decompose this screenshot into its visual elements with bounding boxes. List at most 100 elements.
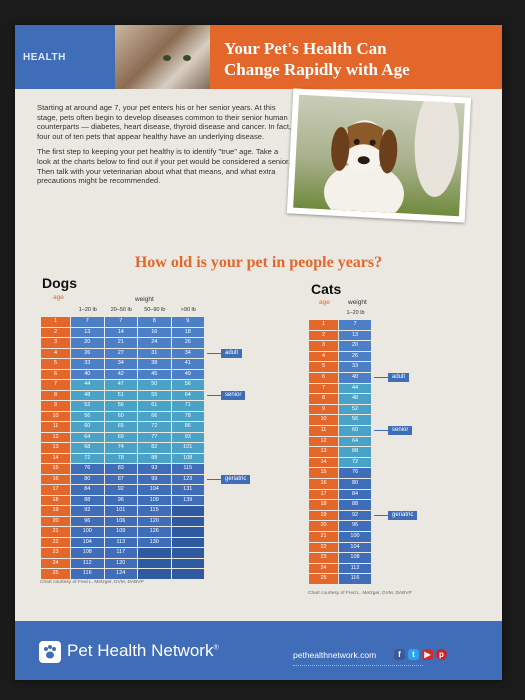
dogs-value-cell: 66	[138, 411, 171, 421]
dogs-value-cell: 88	[138, 453, 171, 463]
dogs-age-cell: 2	[41, 327, 70, 337]
cats-age-cell: 9	[309, 404, 338, 415]
youtube-icon[interactable]: ▶	[422, 649, 433, 660]
dogs-age-cell: 19	[41, 506, 70, 516]
cats-value-cell: 88	[339, 500, 371, 510]
dogs-age-cell: 25	[41, 569, 70, 579]
dogs-value-cell: 101	[171, 443, 204, 453]
dogs-value-cell: 76	[71, 464, 104, 474]
header-title-block: Your Pet's Health Can Change Rapidly with…	[210, 25, 502, 89]
cats-age-cell: 24	[309, 563, 338, 574]
dogs-value-cell: 60	[71, 422, 104, 432]
cats-value-cell: 96	[339, 521, 371, 531]
dogs-value-cell: 7	[104, 317, 137, 327]
cats-credit: Chart courtesy of Fred L. Metzger, DVM, …	[308, 591, 412, 596]
cats-value-cell: 72	[339, 457, 371, 468]
dogs-value-cell	[171, 537, 204, 547]
cats-value-cell: 33	[339, 362, 371, 372]
dogs-value-cell	[171, 548, 204, 558]
dogs-value-cell: 52	[71, 401, 104, 411]
dogs-value-cell: 130	[138, 537, 171, 547]
twitter-icon[interactable]: t	[408, 649, 419, 660]
dogs-value-cell: 104	[71, 537, 104, 547]
dogs-senior-tag: senior	[206, 390, 246, 400]
cats-age-cell: 23	[309, 553, 338, 563]
dogs-value-cell: 33	[71, 359, 104, 369]
cats-value-cell: 64	[339, 436, 371, 447]
website-link[interactable]: pethealthnetwork.com	[293, 650, 377, 660]
cats-weight-label: weight	[348, 299, 367, 306]
dogs-value-cell: 112	[71, 558, 104, 568]
dogs-value-cell: 109	[138, 495, 171, 505]
cats-value-cell: 40	[339, 373, 371, 383]
header-banner: HEALTH	[15, 25, 115, 89]
dogs-value-cell: 106	[104, 516, 137, 526]
dogs-column-header: 1–20 lb	[78, 307, 97, 313]
dogs-age-cell: 15	[41, 464, 70, 474]
dogs-value-cell: 96	[104, 495, 137, 505]
pinterest-icon[interactable]: p	[436, 649, 447, 660]
dogs-value-cell: 120	[104, 558, 137, 568]
dogs-value-cell: 68	[71, 443, 104, 453]
cats-age-cell: 2	[309, 330, 338, 341]
dogs-value-cell	[171, 506, 204, 516]
cats-value-cell: 92	[339, 510, 371, 521]
dogs-value-cell: 80	[71, 474, 104, 484]
dogs-age-cell: 23	[41, 548, 70, 558]
dogs-value-cell: 60	[104, 411, 137, 421]
dogs-value-cell: 82	[138, 443, 171, 453]
dogs-value-cell: 21	[104, 338, 137, 348]
dogs-value-cell: 92	[71, 506, 104, 516]
cats-age-cell: 20	[309, 521, 338, 531]
dogs-age-cell: 13	[41, 443, 70, 453]
cats-age-cell: 18	[309, 500, 338, 510]
cat-photo	[115, 25, 210, 89]
cats-value-cell: 20	[339, 341, 371, 351]
dogs-value-cell: 71	[171, 401, 204, 411]
dogs-value-cell: 99	[138, 474, 171, 484]
dogs-value-cell: 61	[138, 401, 171, 411]
dogs-value-cell	[138, 558, 171, 568]
dogs-value-cell: 113	[104, 537, 137, 547]
dogs-value-cell	[171, 569, 204, 579]
dogs-value-cell: 78	[104, 453, 137, 463]
cats-geriatric-tag: geriatric	[373, 510, 418, 520]
dogs-value-cell: 56	[171, 380, 204, 390]
cats-value-cell: 13	[339, 330, 371, 341]
dogs-value-cell: 34	[171, 348, 204, 358]
cats-age-cell: 3	[309, 341, 338, 351]
intro-paragraph-2: The first step to keeping your pet healt…	[37, 147, 291, 186]
cats-value-cell: 104	[339, 542, 371, 553]
dogs-value-cell: 126	[138, 527, 171, 537]
dogs-age-cell: 9	[41, 401, 70, 411]
dogs-value-cell: 139	[171, 495, 204, 505]
dogs-value-cell	[138, 569, 171, 579]
dogs-age-cell: 18	[41, 495, 70, 505]
dogs-value-cell: 20	[71, 338, 104, 348]
dogs-value-cell	[171, 527, 204, 537]
dogs-value-cell: 108	[71, 548, 104, 558]
cats-age-cell: 10	[309, 415, 338, 425]
dogs-value-cell: 116	[71, 569, 104, 579]
fine-print	[293, 665, 423, 673]
cats-value-cell: 112	[339, 563, 371, 574]
dogs-value-cell: 100	[71, 527, 104, 537]
dogs-age-cell: 8	[41, 390, 70, 400]
dogs-value-cell: 72	[138, 422, 171, 432]
facebook-icon[interactable]: f	[394, 649, 405, 660]
dogs-column-header: 50–90 lb	[144, 307, 166, 313]
dogs-value-cell: 96	[71, 516, 104, 526]
dogs-age-cell: 11	[41, 422, 70, 432]
dogs-value-cell: 41	[171, 359, 204, 369]
cats-age-cell: 15	[309, 468, 338, 478]
dogs-value-cell: 131	[171, 485, 204, 495]
cats-value-cell: 116	[339, 574, 371, 584]
cats-age-cell: 22	[309, 542, 338, 553]
dogs-value-cell: 93	[138, 464, 171, 474]
dogs-value-cell	[171, 516, 204, 526]
dogs-age-cell: 14	[41, 453, 70, 463]
dogs-value-cell: 18	[171, 327, 204, 337]
cats-value-cell: 52	[339, 404, 371, 415]
dogs-adult-tag: adult	[206, 348, 243, 358]
cats-value-cell: 68	[339, 447, 371, 457]
